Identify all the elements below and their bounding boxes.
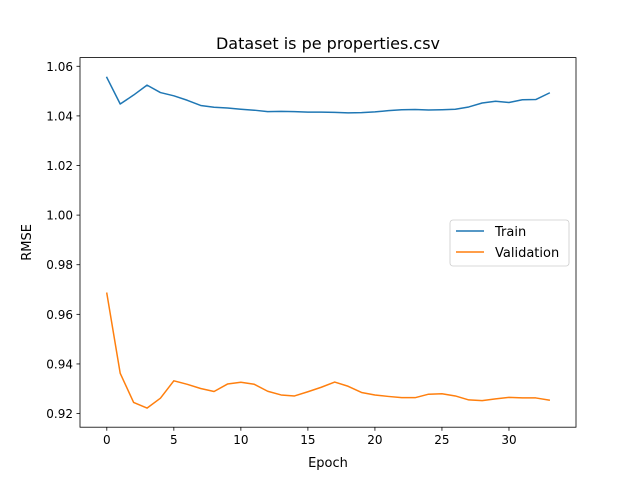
legend-train-label: Train: [494, 225, 526, 240]
y-tick-label: 0.94: [46, 357, 73, 371]
x-tick-label: 5: [170, 433, 178, 447]
x-tick-label: 20: [367, 433, 382, 447]
y-tick-label: 1.06: [46, 60, 73, 74]
series-line-train: [105, 76, 551, 114]
y-tick-label: 0.92: [46, 407, 73, 421]
x-axis: 0 5 10 15 20 25 30: [103, 427, 517, 447]
y-axis-label: RMSE: [20, 224, 35, 261]
x-tick-label: 25: [434, 433, 449, 447]
chart-title: Dataset is pe properties.csv: [216, 34, 440, 53]
x-tick-label: 10: [233, 433, 248, 447]
y-tick-label: 1.00: [46, 209, 73, 223]
legend-validation-label: Validation: [495, 246, 559, 261]
x-axis-label: Epoch: [308, 456, 348, 471]
series-layer: [105, 76, 551, 409]
series-line-validation: [105, 292, 551, 409]
x-tick-label: 30: [501, 433, 516, 447]
y-axis: 0.92 0.94 0.96 0.98 1.00 1.02 1.04 1.06: [46, 60, 80, 421]
legend: Train Validation: [449, 219, 570, 267]
x-tick-label: 15: [300, 433, 315, 447]
y-tick-label: 1.02: [46, 159, 73, 173]
y-tick-label: 0.96: [46, 308, 73, 322]
y-tick-label: 0.98: [46, 258, 73, 272]
x-tick-label: 0: [103, 433, 111, 447]
y-tick-label: 1.04: [46, 109, 73, 123]
